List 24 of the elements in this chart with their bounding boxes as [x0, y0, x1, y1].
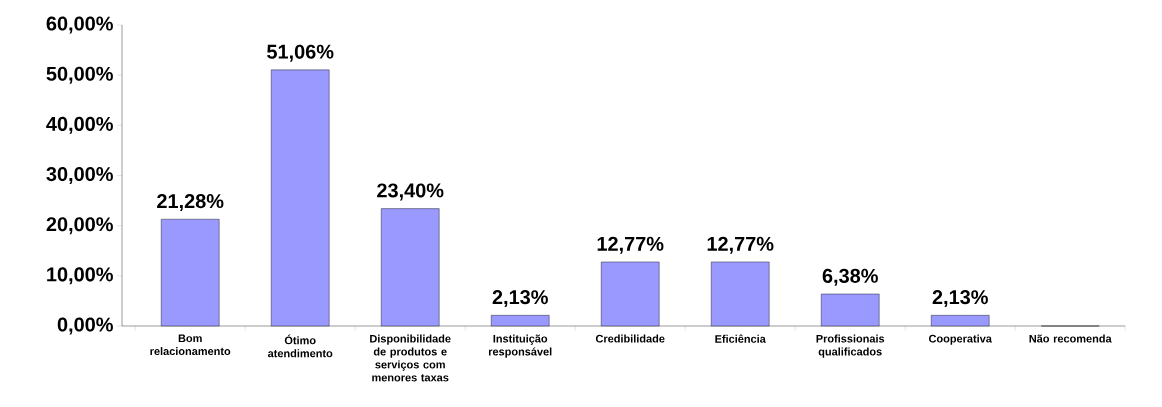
x-tick-label: Não recomenda: [1029, 334, 1112, 343]
y-tick-label: 20,00%: [46, 217, 113, 235]
data-label: 6,38%: [822, 268, 878, 286]
x-tick-label: Eficiência: [715, 334, 766, 343]
x-tick-label: Instituição responsável: [488, 334, 552, 358]
data-label: 12,77%: [707, 236, 774, 254]
data-label: 23,40%: [377, 183, 444, 201]
y-tick-label: 0,00%: [57, 317, 113, 335]
data-label: 51,06%: [267, 44, 334, 62]
data-label: 12,77%: [597, 236, 664, 254]
y-tick-label: 40,00%: [46, 116, 113, 134]
x-tick-label: Credibilidade: [595, 334, 665, 343]
x-tick-label: Profissionais qualificados: [816, 334, 885, 358]
y-tick-label: 60,00%: [46, 16, 113, 34]
x-tick-label: Bom relacionamento: [150, 334, 231, 356]
x-tick-label: Cooperativa: [929, 334, 992, 345]
y-tick-label: 30,00%: [46, 167, 113, 184]
x-tick-label: Ótimo atendimento: [267, 334, 333, 358]
data-label: 2,13%: [492, 290, 548, 308]
data-label: 2,13%: [932, 290, 988, 308]
y-tick-label: 10,00%: [47, 267, 113, 285]
data-label: 21,28%: [157, 194, 224, 212]
y-tick-label: 50,00%: [46, 66, 113, 84]
x-tick-label: Disponibilidade de produtos e serviços com menores taxas: [370, 334, 451, 382]
